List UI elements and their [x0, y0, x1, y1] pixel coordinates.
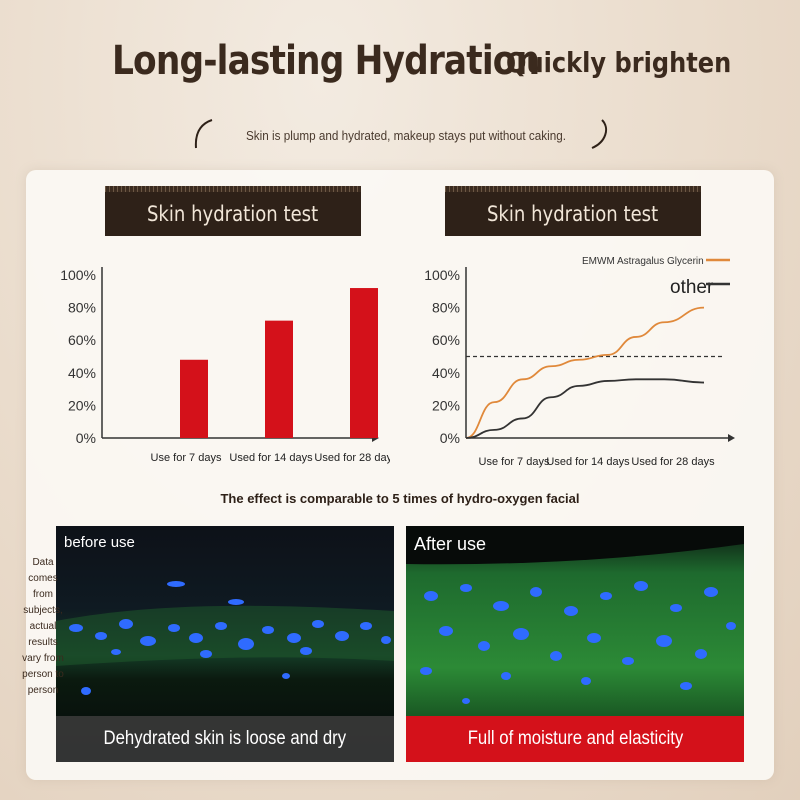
series-line: [465, 378, 705, 439]
bar: [265, 320, 293, 438]
y-tick-label: 40%: [68, 365, 96, 381]
x-axis-arrow: [728, 434, 735, 442]
bar: [350, 288, 378, 438]
x-tick-label: Used for 28 days: [631, 456, 715, 468]
headline: Long-lasting Hydration: [112, 38, 540, 84]
after-image: After use Full of moisture and elasticit…: [406, 526, 744, 762]
line-chart: 100% 80% 60% 40% 20% 0% EMWM Astragalus Glycer…: [424, 256, 735, 468]
ruler-decoration: [445, 186, 701, 194]
y-tick-label: 0%: [440, 430, 460, 446]
right-chart-banner: Skin hydration test: [445, 192, 701, 236]
left-chart-banner: Skin hydration test: [105, 192, 361, 236]
y-tick-label: 100%: [424, 267, 460, 283]
right-swoosh-icon: [591, 119, 608, 149]
x-tick-label: Use for 7 days: [151, 452, 222, 464]
disclaimer: Data comes from subjects, actual results…: [22, 557, 64, 696]
y-tick-label: 100%: [60, 267, 96, 283]
after-label: After use: [414, 534, 487, 554]
y-tick-label: 40%: [432, 365, 460, 381]
y-tick-label: 80%: [432, 300, 460, 316]
before-caption: Dehydrated skin is loose and dry: [56, 716, 394, 762]
x-tick-label: Use for 7 days: [479, 456, 550, 468]
y-tick-label: 20%: [432, 397, 460, 413]
subheadline: Quickly brighten: [506, 46, 732, 79]
y-tick-label: 20%: [68, 397, 96, 413]
legend-label: EMWM Astragalus Glycerin: [582, 256, 704, 267]
y-tick-label: 60%: [432, 332, 460, 348]
y-tick-label: 60%: [68, 332, 96, 348]
before-image: before use Dehydrated skin is loose and …: [56, 526, 394, 762]
x-tick-label: Used for 28 days: [314, 452, 390, 464]
tagline: Skin is plump and hydrated, makeup stays…: [246, 128, 566, 143]
series-line: [465, 306, 705, 439]
bar-chart: 100% 80% 60% 40% 20% 0% Use for 7 days Used for…: [60, 267, 390, 464]
legend-label: other: [670, 277, 714, 298]
left-swoosh-icon: [194, 119, 213, 149]
y-tick-label: 0%: [76, 430, 96, 446]
y-tick-label: 80%: [68, 300, 96, 316]
x-tick-label: Used for 14 days: [546, 456, 630, 468]
x-tick-label: Used for 14 days: [229, 452, 313, 464]
after-caption: Full of moisture and elasticity: [406, 716, 744, 762]
comparison-note: The effect is comparable to 5 times of h…: [220, 491, 580, 506]
bar: [180, 359, 208, 438]
before-label: before use: [64, 534, 135, 551]
ruler-decoration: [105, 186, 361, 194]
